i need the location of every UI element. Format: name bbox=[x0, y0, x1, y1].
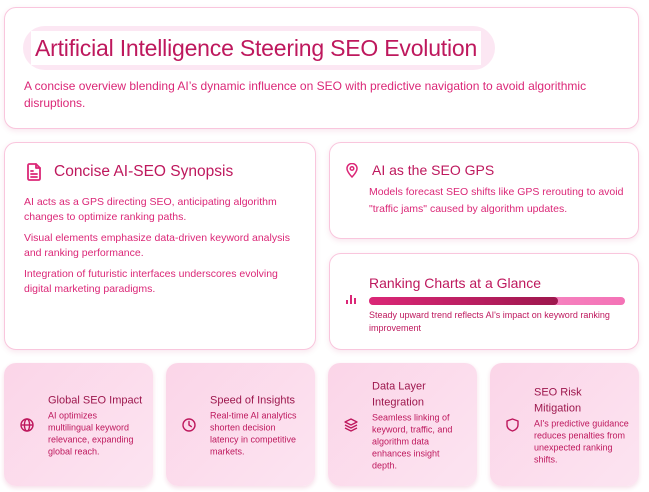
globe-icon bbox=[20, 417, 34, 432]
ranking-body: Steady upward trend reflects AI's impact… bbox=[369, 310, 610, 333]
ranking-title: Ranking Charts at a Glance bbox=[369, 275, 541, 291]
tile-global-seo-impact: Global SEO Impact AI optimizes multiling… bbox=[4, 363, 153, 486]
synopsis-header: Concise AI-SEO Synopsis bbox=[26, 163, 233, 181]
gps-title: AI as the SEO GPS bbox=[372, 162, 495, 178]
map-pin-icon bbox=[346, 162, 358, 178]
tile-title: SEO Risk Mitigation bbox=[534, 386, 582, 414]
tile-body: Seamless linking of keyword, traffic, an… bbox=[372, 412, 453, 470]
synopsis-paragraph: AI acts as a GPS directing SEO, anticipa… bbox=[24, 196, 277, 223]
document-icon bbox=[26, 163, 42, 181]
tile-body: Real-time AI analytics shorten decision … bbox=[210, 410, 297, 456]
synopsis-body: AI acts as a GPS directing SEO, anticipa… bbox=[24, 195, 304, 303]
tile-seo-risk-mitigation: SEO Risk Mitigation AI's predictive guid… bbox=[490, 363, 639, 486]
clock-icon bbox=[182, 417, 196, 432]
synopsis-card: Concise AI-SEO Synopsis AI acts as a GPS… bbox=[4, 142, 316, 350]
header-card: Artificial Intelligence Steering SEO Evo… bbox=[4, 7, 639, 129]
page-title: Artificial Intelligence Steering SEO Evo… bbox=[31, 31, 482, 65]
tile-body: AI optimizes multilingual keyword releva… bbox=[48, 410, 134, 456]
tile-title: Global SEO Impact bbox=[48, 394, 143, 406]
ranking-progress-bar bbox=[369, 297, 625, 305]
tile-data-layer-integration: Data Layer Integration Seamless linking … bbox=[328, 363, 477, 486]
gps-body: Models forecast SEO shifts like GPS rero… bbox=[369, 186, 624, 215]
title-pill: Artificial Intelligence Steering SEO Evo… bbox=[23, 26, 496, 70]
layers-icon bbox=[344, 417, 358, 432]
bar-chart-icon bbox=[346, 294, 357, 304]
tile-title: Speed of Insights bbox=[210, 394, 296, 406]
tile-title: Data Layer Integration bbox=[372, 380, 426, 408]
ranking-card: Ranking Charts at a Glance Steady upward… bbox=[329, 253, 639, 350]
page-subtitle: A concise overview blending AI’s dynamic… bbox=[24, 79, 587, 110]
tile-speed-of-insights: Speed of Insights Real-time AI analytics… bbox=[166, 363, 315, 486]
synopsis-title: Concise AI-SEO Synopsis bbox=[54, 163, 234, 180]
synopsis-paragraph: Integration of futuristic interfaces und… bbox=[24, 268, 278, 295]
shield-icon bbox=[506, 417, 519, 432]
ranking-progress-fill bbox=[369, 297, 559, 305]
gps-card: AI as the SEO GPS Models forecast SEO sh… bbox=[329, 142, 639, 239]
tile-body: AI's predictive guidance reduces penalti… bbox=[534, 418, 629, 464]
synopsis-paragraph: Visual elements emphasize data-driven ke… bbox=[24, 232, 290, 259]
gps-header: AI as the SEO GPS bbox=[346, 162, 494, 178]
